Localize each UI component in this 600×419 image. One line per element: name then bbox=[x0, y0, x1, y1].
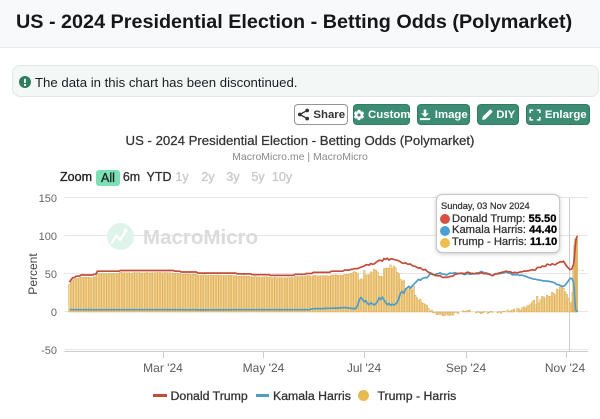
svg-text:-50: -50 bbox=[41, 345, 57, 357]
svg-text:Jul '24: Jul '24 bbox=[347, 361, 382, 375]
svg-text:Mar '24: Mar '24 bbox=[143, 361, 183, 375]
svg-text:May '24: May '24 bbox=[243, 361, 285, 375]
svg-text:MacroMicro: MacroMicro bbox=[143, 226, 258, 249]
svg-text:Nov '24: Nov '24 bbox=[545, 361, 586, 375]
svg-text:50: 50 bbox=[45, 269, 57, 281]
svg-text:100: 100 bbox=[39, 231, 57, 243]
svg-text:Sep '24: Sep '24 bbox=[446, 361, 487, 375]
svg-text:0: 0 bbox=[51, 307, 57, 319]
svg-text:150: 150 bbox=[39, 193, 57, 205]
svg-text:Percent: Percent bbox=[26, 253, 40, 295]
